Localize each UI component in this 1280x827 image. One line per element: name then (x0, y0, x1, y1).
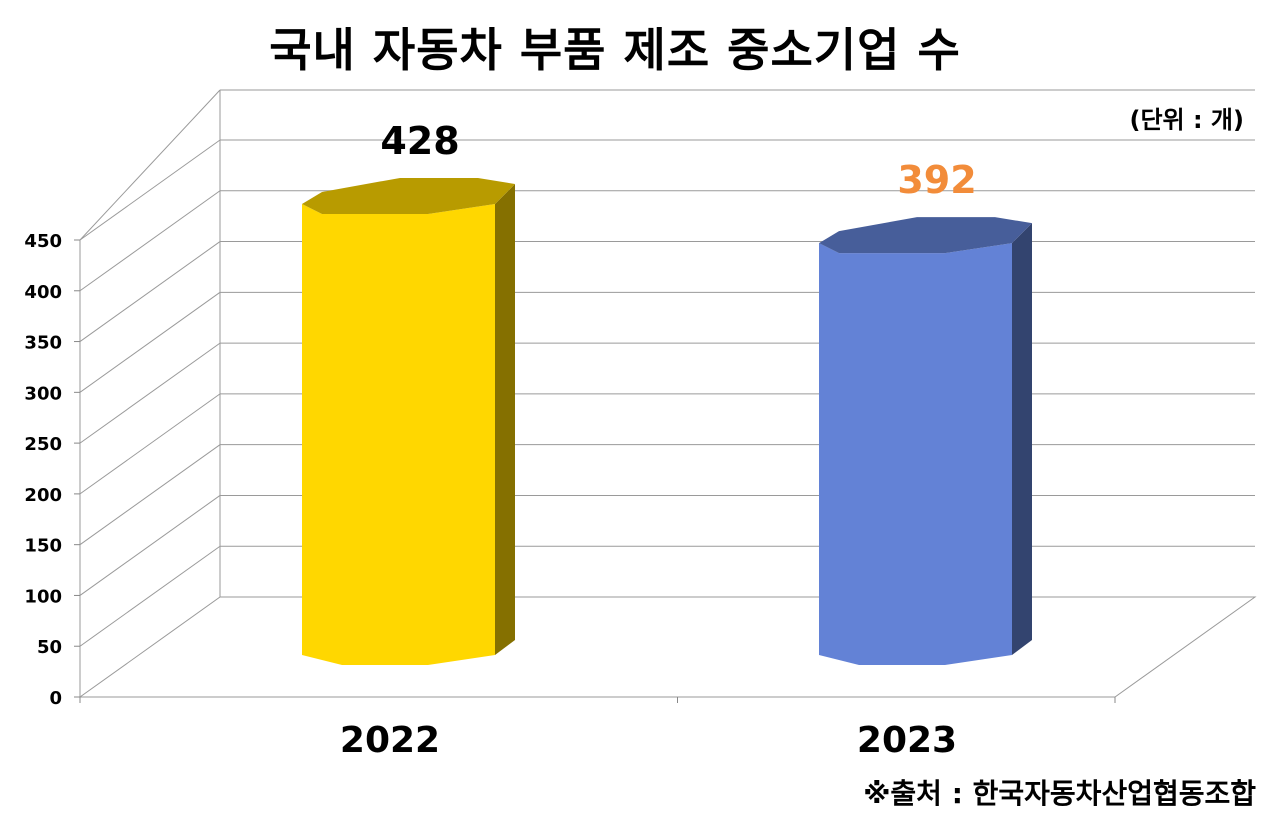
y-axis-ticks: 0 50 100 150 200 250 300 350 400 450 (24, 231, 80, 709)
y-tick-label: 300 (24, 383, 62, 404)
gridline-side (79, 89, 221, 241)
bars (302, 177, 1032, 665)
value-label-2022: 428 (380, 119, 459, 163)
gridline-side (79, 444, 221, 546)
y-tick-label: 150 (24, 536, 62, 557)
gridline-side (79, 545, 221, 647)
y-tick-label: 200 (24, 485, 62, 506)
chart-title: 국내 자동차 부품 제조 중소기업 수 (269, 23, 961, 77)
gridline-side (79, 139, 221, 241)
floor-plane (78, 596, 1257, 698)
gridline-side (79, 495, 221, 596)
y-tick-label: 450 (24, 231, 62, 252)
gridline-side (79, 393, 221, 495)
category-label-2022: 2022 (340, 720, 440, 761)
y-tick-label: 0 (49, 688, 62, 709)
gridline-side (79, 190, 221, 292)
x-axis-categories: 2022 2023 (340, 720, 957, 761)
gridline-side (79, 342, 221, 444)
value-labels: 428 392 (380, 119, 976, 202)
gridlines (78, 89, 1257, 703)
bar-side-face (495, 183, 515, 655)
bar-2023 (819, 217, 1032, 665)
y-tick-label: 100 (24, 586, 62, 607)
source-note: ※출처 : 한국자동차산업협동조합 (863, 777, 1256, 810)
gridline-side (79, 291, 221, 393)
bar-front-face (302, 203, 495, 665)
value-label-2023: 392 (897, 158, 976, 202)
y-tick-label: 350 (24, 333, 62, 354)
bar-front-face (819, 243, 1012, 665)
bar-top-face (302, 177, 515, 214)
bar-side-face (1012, 223, 1032, 655)
unit-note: (단위 : 개) (1129, 106, 1245, 134)
category-label-2023: 2023 (857, 720, 957, 761)
y-tick-label: 400 (24, 282, 62, 303)
bar-top-face (819, 217, 1032, 254)
gridline-side (79, 241, 221, 342)
bar-2022 (302, 177, 515, 665)
y-tick-label: 50 (37, 637, 62, 658)
y-tick-label: 250 (24, 434, 62, 455)
